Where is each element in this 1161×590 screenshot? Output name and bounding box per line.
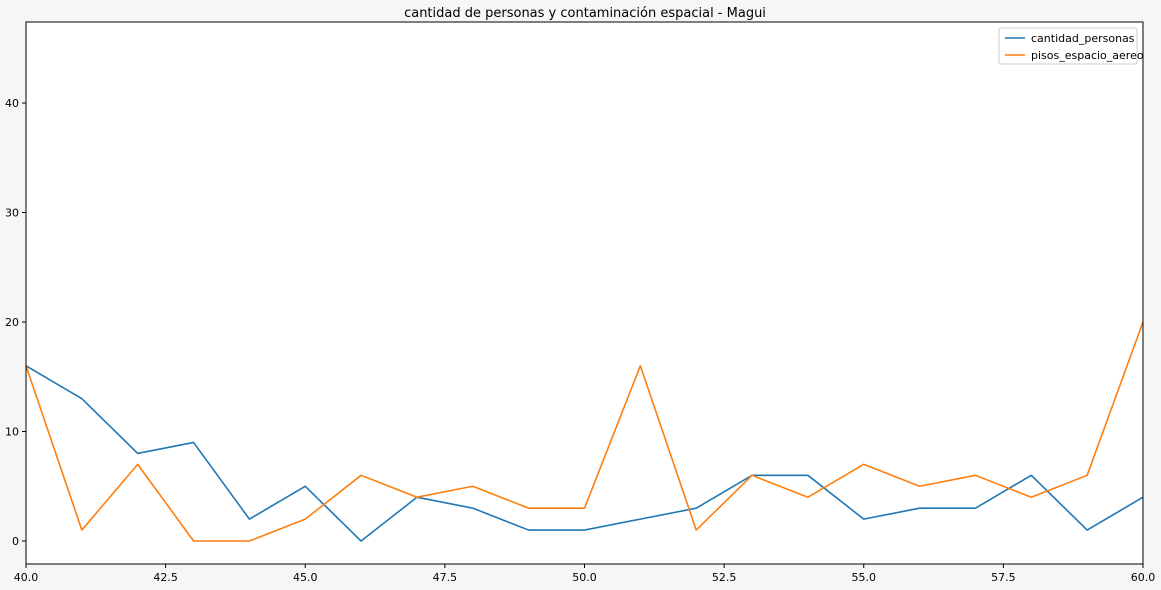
series-layer (25, 321, 1144, 542)
y-tick-label: 10 (5, 426, 19, 439)
axis-layer: 40.0 42.5 45.0 47.5 50.0 52.5 55.0 57.5 60.0 0 10 2… (5, 97, 1155, 584)
x-tick-label: 50.0 (572, 571, 597, 584)
plot-area (26, 22, 1143, 564)
x-tick-label: 57.5 (991, 571, 1016, 584)
x-tick-label: 60.0 (1131, 571, 1156, 584)
x-tick-label: 52.5 (712, 571, 737, 584)
chart-title: cantidad de personas y contaminación esp… (404, 6, 766, 21)
x-tick-label: 42.5 (153, 571, 178, 584)
legend: cantidad_personas pisos_espacio_aereo (998, 27, 1144, 65)
x-tick-label: 47.5 (433, 571, 458, 584)
y-tick-label: 0 (12, 535, 19, 548)
y-tick-label: 40 (5, 97, 19, 110)
x-tick-label: 55.0 (852, 571, 877, 584)
legend-box (998, 27, 1138, 65)
y-tick-label: 30 (5, 207, 19, 220)
series-line-cantidad_personas (25, 365, 1144, 542)
legend-label-pisos_espacio_aereo: pisos_espacio_aereo (1031, 49, 1144, 62)
y-tick-label: 20 (5, 316, 19, 329)
series-line-pisos_espacio_aereo (25, 321, 1144, 542)
x-tick-label: 45.0 (293, 571, 318, 584)
legend-label-cantidad_personas: cantidad_personas (1031, 32, 1135, 45)
x-tick-label: 40.0 (14, 571, 39, 584)
